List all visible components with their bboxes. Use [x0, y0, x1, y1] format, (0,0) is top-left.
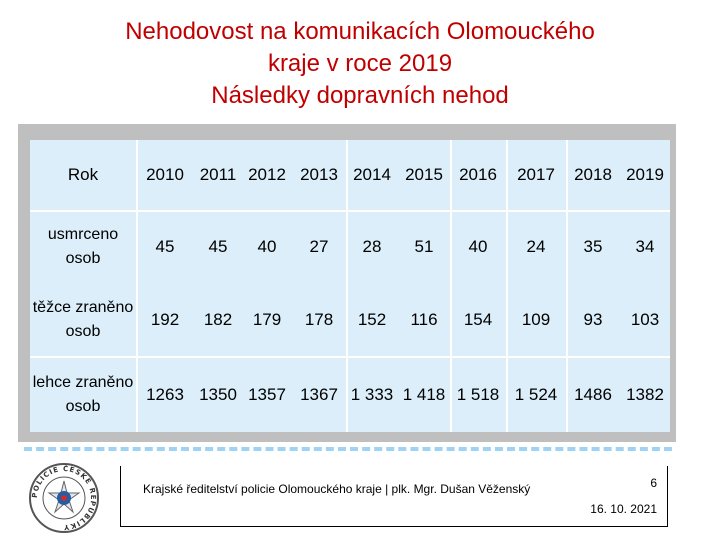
footer-text: Krajské ředitelství policie Olomouckého … — [143, 482, 531, 496]
table-cell: 109 — [521, 310, 551, 329]
year-header: 2012 — [248, 165, 286, 184]
table-cell: 24 — [526, 237, 546, 256]
table-cell: 182 — [203, 310, 233, 329]
table-cell: 1350 — [199, 385, 237, 404]
year-header: 2011 — [199, 165, 237, 184]
footer: Krajské ředitelství policie Olomouckého … — [120, 466, 668, 527]
table-cell: 103 — [630, 310, 660, 329]
year-header: 2015 — [405, 165, 443, 184]
table-cell: 179 — [252, 310, 282, 329]
table-cell: 40 — [257, 237, 277, 256]
frame-dashed-border — [24, 437, 672, 451]
table-cell: 1357 — [248, 385, 286, 404]
table-cell: 1 518 — [456, 385, 500, 404]
row-label-light: lehce zraněno osob — [32, 374, 134, 415]
title-line-3: Následky dopravních nehod — [211, 82, 509, 109]
table-cell: 27 — [309, 237, 329, 256]
table-cell: 1367 — [300, 385, 338, 404]
row-label-killed: usmrceno osob — [47, 226, 119, 267]
row-label-serious: těžce zraněno osob — [32, 299, 134, 340]
table-cell: 1 333 — [350, 385, 394, 404]
year-header: 2018 — [574, 165, 612, 184]
table-cell: 28 — [362, 237, 382, 256]
footer-date: 16. 10. 2021 — [590, 502, 657, 516]
table-cell: 34 — [635, 237, 655, 256]
table-cell: 116 — [410, 310, 438, 329]
slide-title: Nehodovost na komunikacích Olomouckého k… — [40, 16, 680, 112]
year-header: 2014 — [353, 165, 391, 184]
table-cell: 1263 — [146, 385, 184, 404]
table-cell: 1 524 — [514, 385, 558, 404]
table-cell: 154 — [463, 310, 493, 329]
table-cell: 1 418 — [402, 385, 446, 404]
table-cell: 1382 — [626, 385, 664, 404]
table-cell: 178 — [304, 310, 334, 329]
year-header: 2019 — [626, 165, 664, 184]
table-cell: 192 — [150, 310, 180, 329]
table-cell: 152 — [357, 310, 387, 329]
page-number: 6 — [650, 476, 657, 490]
table-cell: 35 — [583, 237, 603, 256]
injury-table: Rok usmrceno osob těžce zraněno osob leh… — [30, 140, 670, 432]
year-header: 2010 — [146, 165, 184, 184]
table-cell: 1486 — [574, 385, 612, 404]
table-cell: 51 — [414, 237, 434, 256]
table-cell: 45 — [155, 237, 175, 256]
year-header: 2013 — [300, 165, 338, 184]
table-cell: 40 — [468, 237, 488, 256]
header-label: Rok — [67, 165, 99, 184]
police-badge-icon: POLICIE ČESKÉ REPUBLIKY — [29, 463, 99, 533]
table-cell: 45 — [208, 237, 228, 256]
table-cell: 93 — [583, 310, 603, 329]
year-header: 2017 — [517, 165, 555, 184]
title-line-1: Nehodovost na komunikacích Olomouckého — [125, 18, 595, 45]
year-header: 2016 — [459, 165, 497, 184]
title-line-2: kraje v roce 2019 — [267, 50, 453, 77]
